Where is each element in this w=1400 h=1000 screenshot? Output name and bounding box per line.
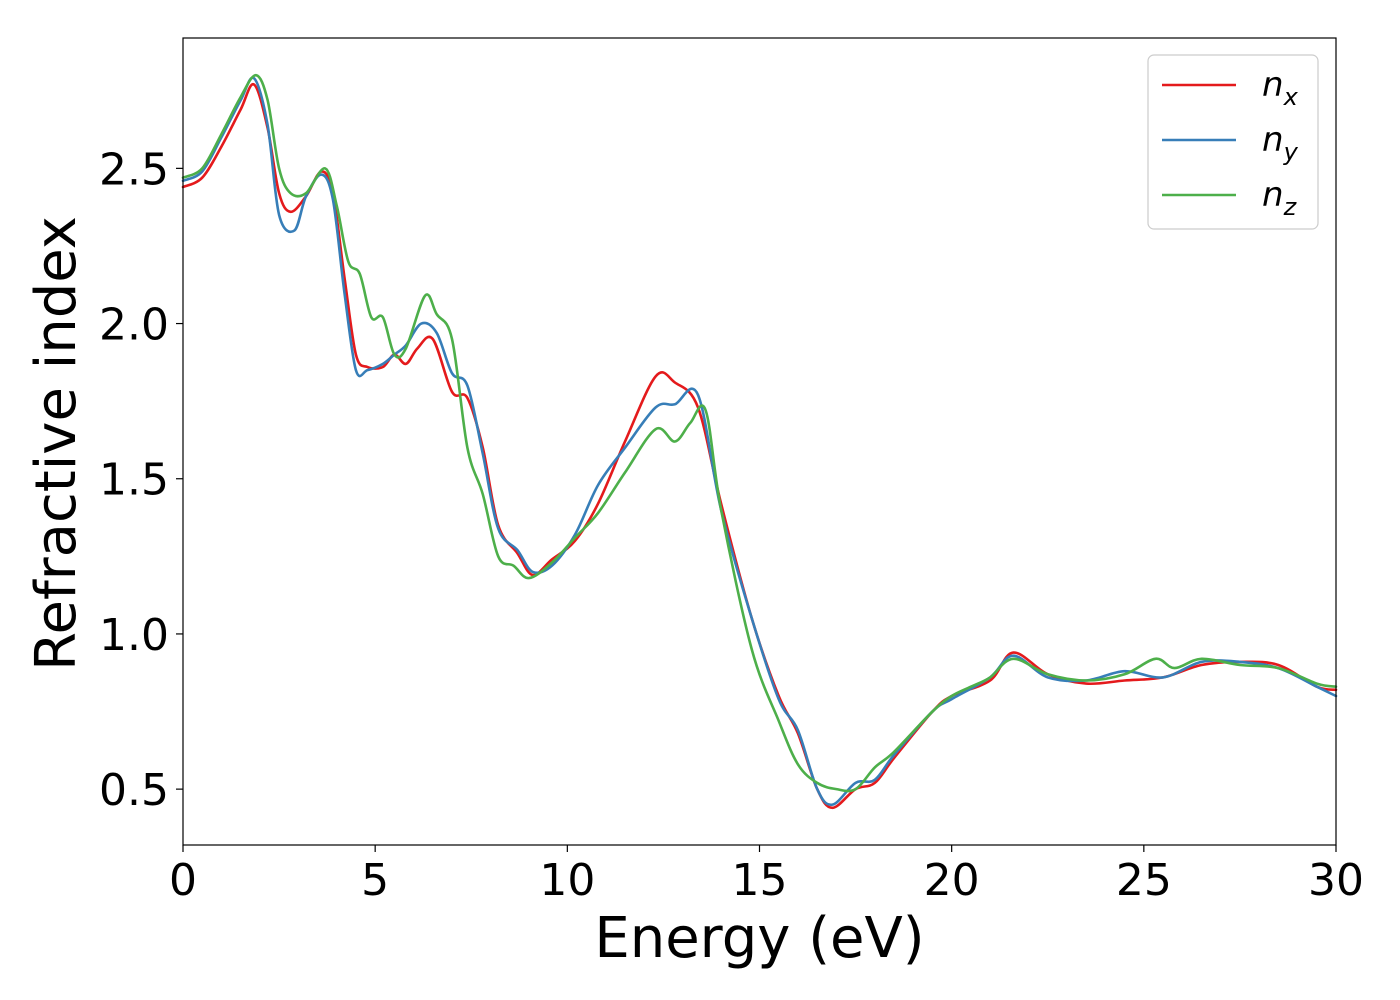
y-tick-label: 1.5 [99, 455, 169, 506]
x-tick-label: 0 [169, 855, 197, 906]
y-axis-ticks: 0.5 1.0 1.5 2.0 2.5 [99, 144, 183, 816]
legend-label-nx: nx [1262, 65, 1299, 111]
legend-label-nz: nz [1262, 175, 1298, 221]
legend-box [1147, 54, 1319, 230]
y-axis-title: Refractive index [24, 216, 89, 671]
x-axis-ticks: 0 5 10 15 20 25 30 [169, 845, 1364, 906]
x-tick-label: 15 [732, 855, 788, 906]
x-tick-label: 5 [361, 855, 389, 906]
x-tick-label: 20 [924, 855, 980, 906]
series-line-nz [181, 73, 1338, 793]
legend: nx ny nz [1147, 54, 1319, 230]
series-line-ny [181, 76, 1338, 807]
y-tick-label: 2.0 [99, 300, 169, 351]
x-axis-title: Energy (eV) [594, 906, 924, 971]
y-tick-label: 1.0 [99, 610, 169, 661]
x-tick-label: 30 [1308, 855, 1364, 906]
legend-label-ny: ny [1262, 120, 1299, 166]
x-tick-label: 25 [1116, 855, 1172, 906]
y-tick-label: 2.5 [99, 144, 169, 195]
x-tick-label: 10 [539, 855, 595, 906]
y-tick-label: 0.5 [99, 765, 169, 816]
series-layer [181, 73, 1338, 810]
